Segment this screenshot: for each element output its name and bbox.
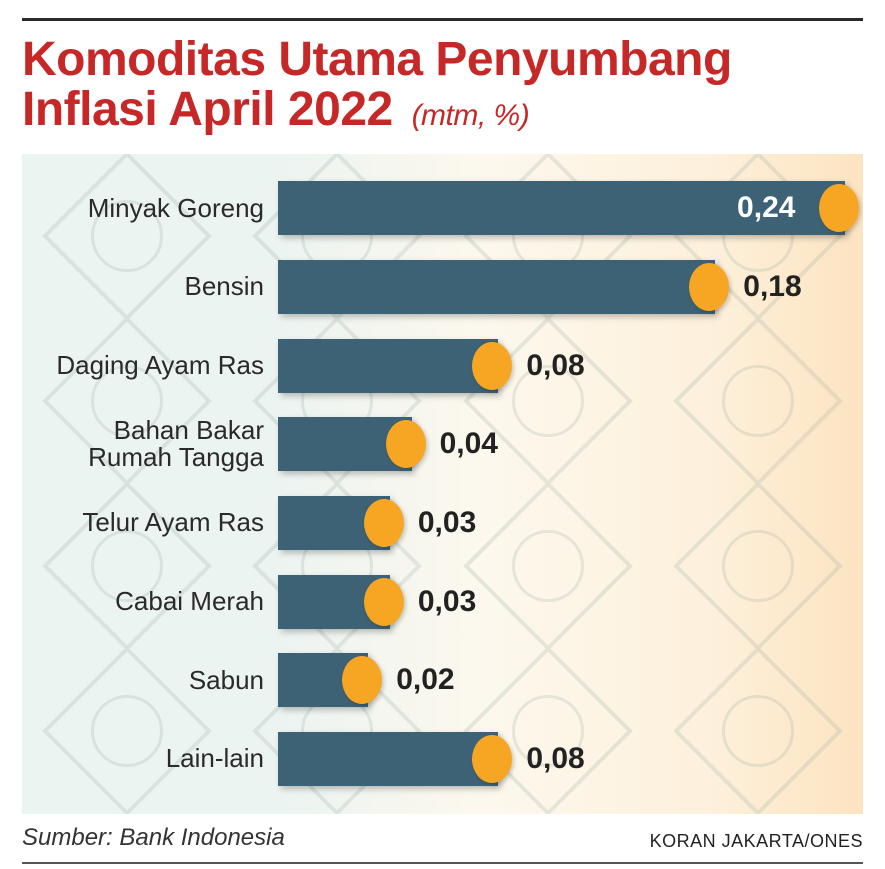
bar: [278, 732, 498, 786]
bar-cap-icon: [472, 342, 512, 390]
bar-track: 0,24: [278, 181, 863, 235]
source-name: Bank Indonesia: [119, 824, 284, 851]
bar: [278, 575, 390, 629]
bar-track: 0,08: [278, 732, 863, 786]
bar-value: 0,18: [743, 270, 801, 304]
bar-cap-icon: [342, 656, 382, 704]
credit-text: KORAN JAKARTA/ONES: [650, 831, 863, 852]
bar-cap-icon: [364, 499, 404, 547]
bar-cap-icon: [472, 735, 512, 783]
bar-label: Daging Ayam Ras: [22, 352, 278, 379]
source-prefix: Sumber:: [22, 824, 119, 851]
title-line-1: Komoditas Utama Penyumbang: [22, 33, 732, 86]
bar-track: 0,08: [278, 339, 863, 393]
bar-row: Daging Ayam Ras 0,08: [22, 336, 863, 396]
bar-row: Cabai Merah 0,03: [22, 572, 863, 632]
bar: [278, 417, 412, 471]
bar-value: 0,03: [418, 585, 476, 619]
bar-row: Minyak Goreng 0,24: [22, 178, 863, 238]
bar-label: Lain-lain: [22, 745, 278, 772]
bar-label: Bahan BakarRumah Tangga: [22, 417, 278, 472]
bar: [278, 260, 715, 314]
bar-label: Sabun: [22, 667, 278, 694]
bar-track: 0,18: [278, 260, 863, 314]
bar-track: 0,02: [278, 653, 863, 707]
bar-cap-icon: [386, 420, 426, 468]
bar-value: 0,24: [737, 191, 795, 225]
bar-row: Bensin 0,18: [22, 257, 863, 317]
chart-footer: Sumber: Bank Indonesia KORAN JAKARTA/ONE…: [22, 824, 863, 864]
source-text: Sumber: Bank Indonesia: [22, 824, 285, 852]
bar: 0,24: [278, 181, 845, 235]
chart-plot-area: Minyak Goreng 0,24 Bensin 0,18 Daging Ayam R…: [22, 154, 863, 814]
bar-row: Telur Ayam Ras 0,03: [22, 493, 863, 553]
bar-track: 0,03: [278, 496, 863, 550]
bar: [278, 339, 498, 393]
bar-track: 0,03: [278, 575, 863, 629]
bar-label: Minyak Goreng: [22, 195, 278, 222]
bar-rows: Minyak Goreng 0,24 Bensin 0,18 Daging Ayam R…: [22, 154, 863, 814]
bar-value: 0,08: [526, 349, 584, 383]
bar-label: Bensin: [22, 273, 278, 300]
bar-cap-icon: [819, 184, 859, 232]
bar-row: Bahan BakarRumah Tangga 0,04: [22, 414, 863, 474]
bar-value: 0,03: [418, 506, 476, 540]
bar-row: Lain-lain 0,08: [22, 729, 863, 789]
bar-label: Telur Ayam Ras: [22, 509, 278, 536]
bar-cap-icon: [689, 263, 729, 311]
title-line-2: Inflasi April 2022: [22, 83, 393, 136]
bar-value: 0,08: [526, 742, 584, 776]
bar-cap-icon: [364, 578, 404, 626]
bar-value: 0,04: [440, 427, 498, 461]
bar-value: 0,02: [396, 663, 454, 697]
bar-track: 0,04: [278, 417, 863, 471]
bar: [278, 653, 368, 707]
chart-title: Komoditas Utama Penyumbang Inflasi April…: [22, 35, 863, 136]
bar: [278, 496, 390, 550]
chart-container: Komoditas Utama Penyumbang Inflasi April…: [22, 18, 863, 864]
bar-label: Cabai Merah: [22, 588, 278, 615]
unit-label: (mtm, %): [412, 99, 530, 132]
bar-row: Sabun 0,02: [22, 650, 863, 710]
